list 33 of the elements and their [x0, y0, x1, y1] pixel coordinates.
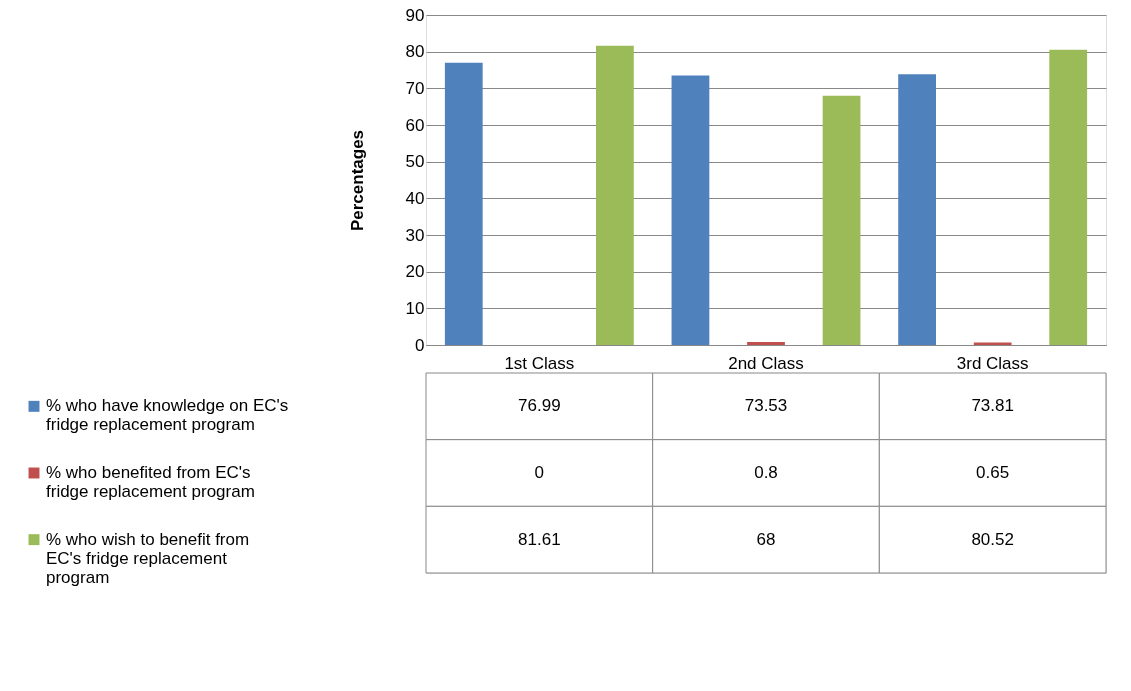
bar — [596, 45, 634, 345]
bar — [444, 62, 483, 345]
x-tick-label: 1st Class — [504, 353, 575, 373]
data-label: 81.61 — [518, 529, 561, 549]
data-label: 0 — [534, 463, 545, 482]
y-tick-label: 80 — [405, 42, 425, 62]
bar — [822, 95, 861, 345]
y-tick-label: 60 — [405, 115, 425, 135]
y-tick-label: 90 — [405, 5, 425, 25]
legend-label: % who have knowledge on EC's fridge replacement program — [46, 396, 289, 435]
y-tick-label: 50 — [405, 152, 425, 172]
legend-label: % who wish to benefit from EC's fridge replacement program — [46, 529, 250, 587]
y-tick-label: 0 — [415, 335, 425, 355]
y-tick-label: 10 — [405, 298, 425, 318]
data-label: 76.99 — [518, 396, 561, 416]
bar — [671, 75, 710, 345]
bar — [747, 342, 785, 345]
x-tick-label: 3rd Class — [956, 353, 1029, 373]
y-tick-label: 70 — [405, 78, 425, 98]
data-label: 68 — [756, 529, 776, 549]
data-label: 73.53 — [744, 396, 788, 416]
data-label: 0.65 — [976, 463, 1010, 482]
data-label: 80.52 — [971, 529, 1014, 549]
legend-label: % who benefited from EC's fridge replacement program — [46, 463, 255, 501]
bar — [1049, 49, 1088, 345]
y-tick-label: 20 — [405, 262, 425, 282]
data-label: 73.81 — [971, 396, 1014, 416]
data-label: 0.8 — [754, 463, 778, 482]
y-tick-label: 30 — [405, 225, 425, 245]
bar — [898, 74, 936, 345]
x-tick-label: 2nd Class — [728, 353, 804, 373]
y-axis-title: Percentages — [347, 129, 367, 232]
y-tick-label: 40 — [405, 188, 425, 208]
